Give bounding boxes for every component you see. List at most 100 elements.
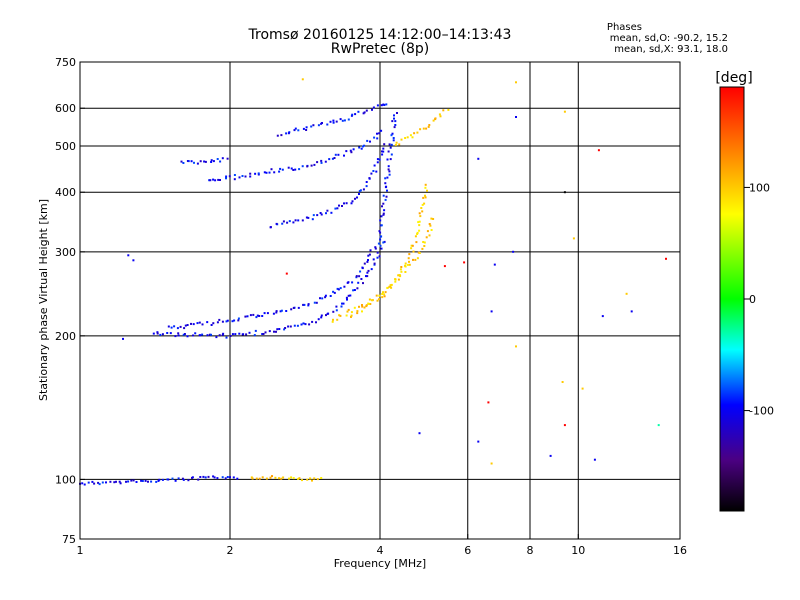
echo-point — [350, 114, 353, 117]
echo-point — [384, 182, 387, 185]
scatter-point — [515, 345, 517, 348]
echo-point — [373, 263, 376, 266]
scatter-point — [563, 110, 566, 113]
echo-point — [406, 263, 409, 266]
echo-point — [183, 327, 186, 330]
echo-point — [370, 268, 373, 271]
echo-point — [300, 323, 303, 326]
phases-o-label: mean, sd,O: — [609, 33, 671, 44]
echo-point — [351, 200, 354, 203]
echo-point — [379, 231, 382, 234]
echo-point — [273, 171, 276, 174]
echo-point — [249, 172, 252, 175]
echo-point — [222, 332, 225, 335]
echo-point — [297, 477, 300, 480]
echo-point — [376, 132, 378, 135]
echo-point — [213, 476, 216, 479]
echo-point — [383, 240, 386, 243]
echo-point — [204, 160, 207, 163]
scatter-point — [597, 149, 600, 152]
echo-point — [358, 146, 361, 149]
echo-point — [390, 286, 393, 289]
echo-point — [341, 119, 344, 122]
echo-point — [238, 332, 241, 335]
echo-point — [316, 214, 319, 217]
echo-point — [206, 334, 209, 337]
echo-point — [233, 174, 236, 176]
echo-point — [343, 202, 345, 205]
echo-point — [127, 480, 130, 483]
echo-point — [255, 316, 258, 319]
echo-point — [409, 134, 412, 137]
echo-point — [421, 247, 424, 250]
echo-point — [161, 333, 164, 336]
echo-point — [391, 132, 394, 135]
echo-point — [375, 294, 378, 297]
echo-point — [125, 480, 127, 483]
echo-point — [320, 161, 323, 164]
echo-point — [414, 258, 417, 261]
echo-point — [392, 139, 395, 142]
echo-point — [423, 241, 426, 244]
echo-point — [380, 235, 383, 238]
echo-point — [381, 296, 384, 299]
echo-point — [144, 479, 147, 482]
echo-point — [245, 333, 248, 336]
echo-point — [418, 224, 421, 227]
echo-point — [212, 178, 215, 181]
echo-point — [167, 478, 170, 481]
echo-point — [180, 160, 183, 163]
echo-point — [420, 207, 423, 209]
echo-point — [365, 185, 368, 188]
echo-point — [376, 299, 379, 302]
echo-point — [349, 149, 352, 152]
echo-point — [285, 132, 288, 135]
echo-point — [170, 326, 173, 329]
scatter-point — [132, 259, 135, 262]
echo-point — [278, 477, 280, 480]
echo-point — [358, 275, 361, 278]
echo-point — [332, 121, 335, 124]
echo-point — [400, 266, 403, 268]
echo-point — [263, 312, 266, 315]
echo-point — [367, 269, 370, 272]
echo-point — [390, 143, 393, 146]
echo-point — [384, 198, 387, 201]
echo-point — [182, 162, 185, 164]
echo-point — [346, 310, 349, 313]
echo-point — [361, 305, 364, 308]
echo-point — [354, 113, 357, 116]
echo-point — [258, 315, 261, 317]
echo-point — [320, 477, 323, 479]
scatter-point — [657, 424, 660, 427]
echo-point — [275, 330, 277, 333]
y-tick-label: 300 — [55, 246, 76, 259]
echo-point — [430, 217, 433, 220]
echo-point — [424, 196, 427, 199]
x-axis-label: Frequency [MHz] — [334, 557, 426, 570]
echo-point — [219, 160, 222, 163]
echo-point — [394, 143, 397, 146]
y-tick-label: 400 — [55, 186, 76, 199]
echo-point — [356, 287, 359, 290]
echo-point — [234, 333, 237, 336]
echo-point — [338, 314, 341, 317]
echo-point — [347, 281, 350, 284]
echo-point — [226, 476, 229, 478]
echo-point — [424, 194, 426, 197]
echo-point — [292, 477, 295, 480]
echo-point — [382, 147, 385, 150]
echo-point — [201, 333, 204, 336]
echo-point — [206, 321, 209, 324]
echo-point — [312, 124, 315, 127]
echo-point — [305, 129, 308, 131]
echo-point — [199, 476, 202, 478]
echo-point — [330, 211, 333, 214]
echo-point — [428, 223, 431, 225]
echo-point — [229, 476, 231, 479]
echo-point — [231, 333, 234, 336]
echo-point — [249, 314, 252, 317]
echo-point — [380, 247, 383, 250]
echo-point — [303, 303, 306, 306]
echo-point — [367, 254, 370, 257]
